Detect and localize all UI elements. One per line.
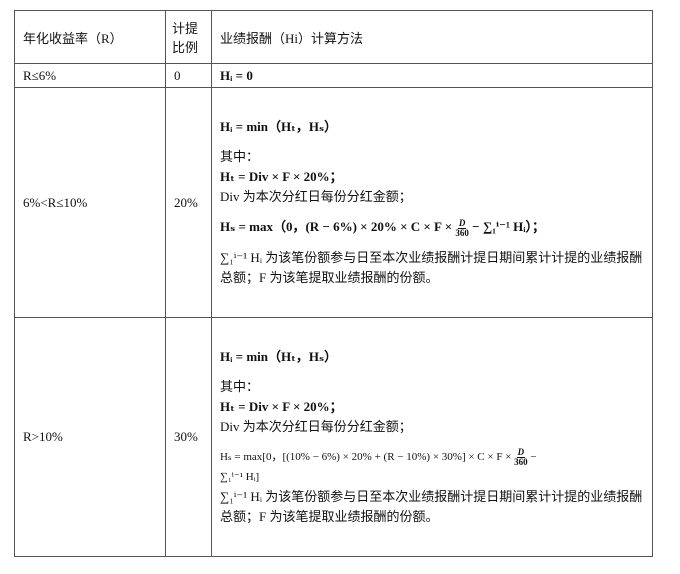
formula-hs-part: − ∑₁ⁱ⁻¹ Hᵢ）； — [472, 219, 546, 235]
method-cell: Hᵢ = min（Hₜ，Hₛ） 其中： Hₜ = Div × F × 20%； … — [211, 317, 653, 557]
formula-ht: Hₜ = Div × F × 20%； — [220, 169, 343, 185]
rate-cell: R≤6% — [14, 63, 166, 88]
ratio-cell: 20% — [165, 87, 212, 318]
table-row: R≤6% 0 Hᵢ = 0 — [14, 63, 653, 88]
sum-note: ∑₁ⁱ⁻¹ Hᵢ 为该笔份额参与日至本次业绩报酬计提日期间累计计提的业绩报酬总额… — [220, 489, 643, 524]
div-note: Div 为本次分红日每份分红金额； — [220, 419, 412, 434]
fraction-denominator: 360 — [455, 227, 469, 238]
formula-hs-part: − — [530, 451, 537, 463]
where-label: 其中： — [220, 149, 260, 165]
formula-hs: Hₛ = max[0，[(10% − 6%) × 20% + (R − 10%)… — [220, 447, 644, 467]
formula-hs-continued: ∑₁ⁱ⁻¹ Hᵢ] — [220, 471, 260, 483]
ratio-cell: 30% — [165, 317, 212, 557]
formula-hs: Hₛ = max（0，(R − 6%) × 20% × C × F × D 360… — [220, 217, 644, 238]
table-row: 6%<R≤10% 20% Hᵢ = min（Hₜ，Hₛ） 其中： Hₜ = Di… — [14, 87, 653, 318]
formula-hi: Hᵢ = min（Hₜ，Hₛ） — [220, 349, 338, 364]
header-method: 业绩报酬（Hi）计算方法 — [211, 10, 653, 64]
formula-hs-part: Hₛ = max（0，(R − 6%) × 20% × C × F × — [220, 219, 453, 235]
div-note: Div 为本次分红日每份分红金额； — [220, 189, 412, 205]
sum-note: ∑₁ⁱ⁻¹ Hᵢ 为该笔份额参与日至本次业绩报酬计提日期间累计计提的业绩报酬总额… — [220, 249, 643, 285]
fraction-denominator: 360 — [514, 456, 528, 467]
fraction: D 360 — [455, 217, 469, 238]
rate-cell: R>10% — [14, 317, 166, 557]
where-label: 其中： — [220, 379, 260, 394]
performance-fee-table: 年化收益率（R） 计提比例 业绩报酬（Hi）计算方法 R≤6% 0 Hᵢ = 0… — [14, 10, 653, 557]
method-cell: Hᵢ = min（Hₜ，Hₛ） 其中： Hₜ = Div × F × 20%； … — [211, 87, 653, 318]
ratio-cell: 0 — [165, 63, 212, 88]
rate-cell: 6%<R≤10% — [14, 87, 166, 318]
fraction-numerator: D — [516, 446, 526, 458]
formula-hs-part: Hₛ = max[0，[(10% − 6%) × 20% + (R − 10%)… — [220, 451, 512, 463]
header-ratio: 计提比例 — [165, 10, 212, 64]
formula-hi: Hᵢ = min（Hₜ，Hₛ） — [220, 119, 338, 135]
formula-ht: Hₜ = Div × F × 20%； — [220, 399, 343, 414]
fraction-numerator: D — [457, 217, 467, 229]
fraction: D 360 — [514, 446, 528, 467]
header-row: 年化收益率（R） 计提比例 业绩报酬（Hi）计算方法 — [14, 10, 653, 64]
table-row: R>10% 30% Hᵢ = min（Hₜ，Hₛ） 其中： Hₜ = Div ×… — [14, 317, 653, 557]
header-rate: 年化收益率（R） — [14, 10, 166, 64]
method-cell: Hᵢ = 0 — [211, 63, 653, 88]
